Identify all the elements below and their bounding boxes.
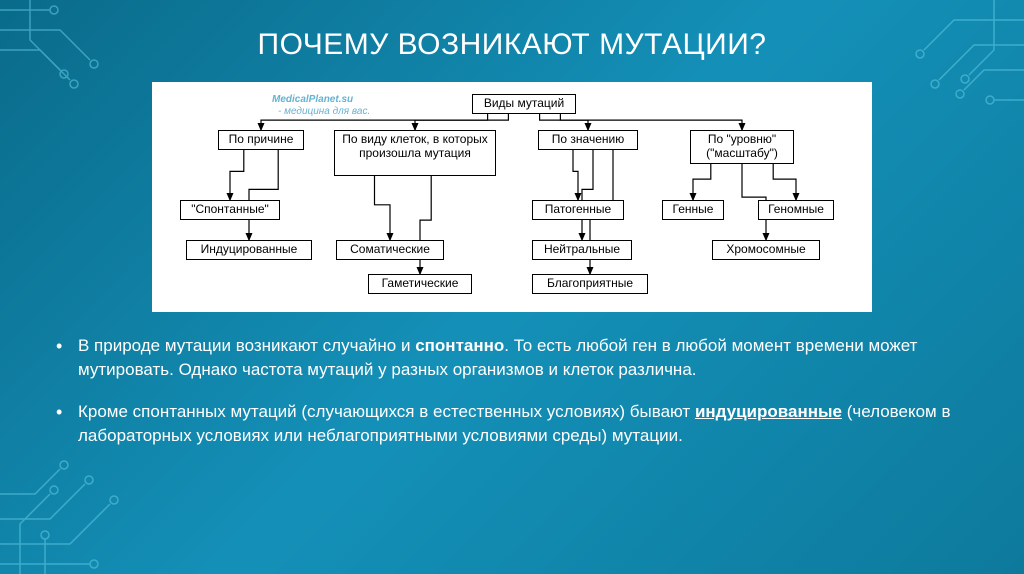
watermark-brand: MedicalPlanet.su <box>272 94 353 106</box>
tree-node-gene: Генные <box>662 200 724 220</box>
bullet-text: Кроме спонтанных мутаций (случающихся в … <box>78 402 695 421</box>
bullet-text: В природе мутации возникают случайно и <box>78 336 415 355</box>
tree-node-neutr: Нейтральные <box>532 240 632 260</box>
bullet-text: спонтанно <box>415 336 504 355</box>
diagram-panel: MedicalPlanet.su - медицина для вас. Вид… <box>152 82 872 312</box>
tree-node-gamet: Гаметические <box>368 274 472 294</box>
bullet-item: В природе мутации возникают случайно и с… <box>70 334 968 382</box>
tree-node-level: По "уровню" ("масштабу") <box>690 130 794 164</box>
tree-node-value: По значению <box>538 130 638 150</box>
watermark: MedicalPlanet.su - медицина для вас. <box>272 94 370 118</box>
tree-node-celltype: По виду клеток, в которых произошла мута… <box>334 130 496 176</box>
watermark-sub: - медицина для вас. <box>278 106 370 118</box>
bullet-list: В природе мутации возникают случайно и с… <box>48 334 968 449</box>
tree-node-somat: Соматические <box>336 240 444 260</box>
tree-node-induc: Индуцированные <box>186 240 312 260</box>
slide: ПОЧЕМУ ВОЗНИКАЮТ МУТАЦИИ? MedicalPlanet.… <box>0 0 1024 574</box>
tree-node-root: Виды мутаций <box>472 94 576 114</box>
tree-node-pathog: Патогенные <box>532 200 624 220</box>
tree-node-genom: Геномные <box>758 200 834 220</box>
tree-edges <box>162 90 862 300</box>
bullet-item: Кроме спонтанных мутаций (случающихся в … <box>70 400 968 448</box>
tree-node-cause: По причине <box>218 130 304 150</box>
slide-title: ПОЧЕМУ ВОЗНИКАЮТ МУТАЦИИ? <box>48 28 976 62</box>
mutation-types-tree: MedicalPlanet.su - медицина для вас. Вид… <box>162 90 862 300</box>
tree-node-spont: "Спонтанные" <box>180 200 280 220</box>
tree-node-chrom: Хромосомные <box>712 240 820 260</box>
bullet-text: индуцированные <box>695 402 842 421</box>
tree-node-favor: Благоприятные <box>532 274 648 294</box>
